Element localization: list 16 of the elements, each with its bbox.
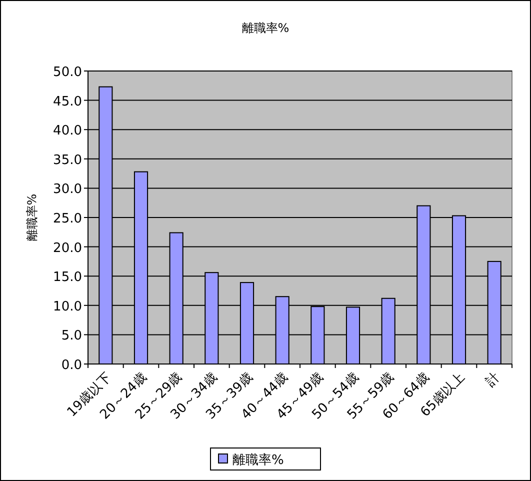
title: 離職率% — [242, 21, 290, 35]
ytick: 10.0 — [53, 299, 82, 314]
legend: 離職率% — [210, 448, 321, 470]
ytick: 30.0 — [53, 182, 82, 198]
ytick: 5.0 — [61, 328, 82, 344]
ytick: 50.0 — [53, 65, 82, 80]
ytick: 0.0 — [61, 358, 82, 373]
xtick: 計 — [483, 370, 504, 390]
ytick: 15.0 — [53, 270, 82, 286]
ytick: 25.0 — [53, 212, 82, 226]
legend-label: 離職率% — [232, 452, 284, 468]
ylabel: 離職率% — [25, 194, 39, 242]
ytick: 40.0 — [53, 124, 82, 139]
ytick: 20.0 — [53, 240, 82, 256]
ytick: 45.0 — [53, 94, 82, 110]
ytick: 35.0 — [53, 152, 82, 168]
